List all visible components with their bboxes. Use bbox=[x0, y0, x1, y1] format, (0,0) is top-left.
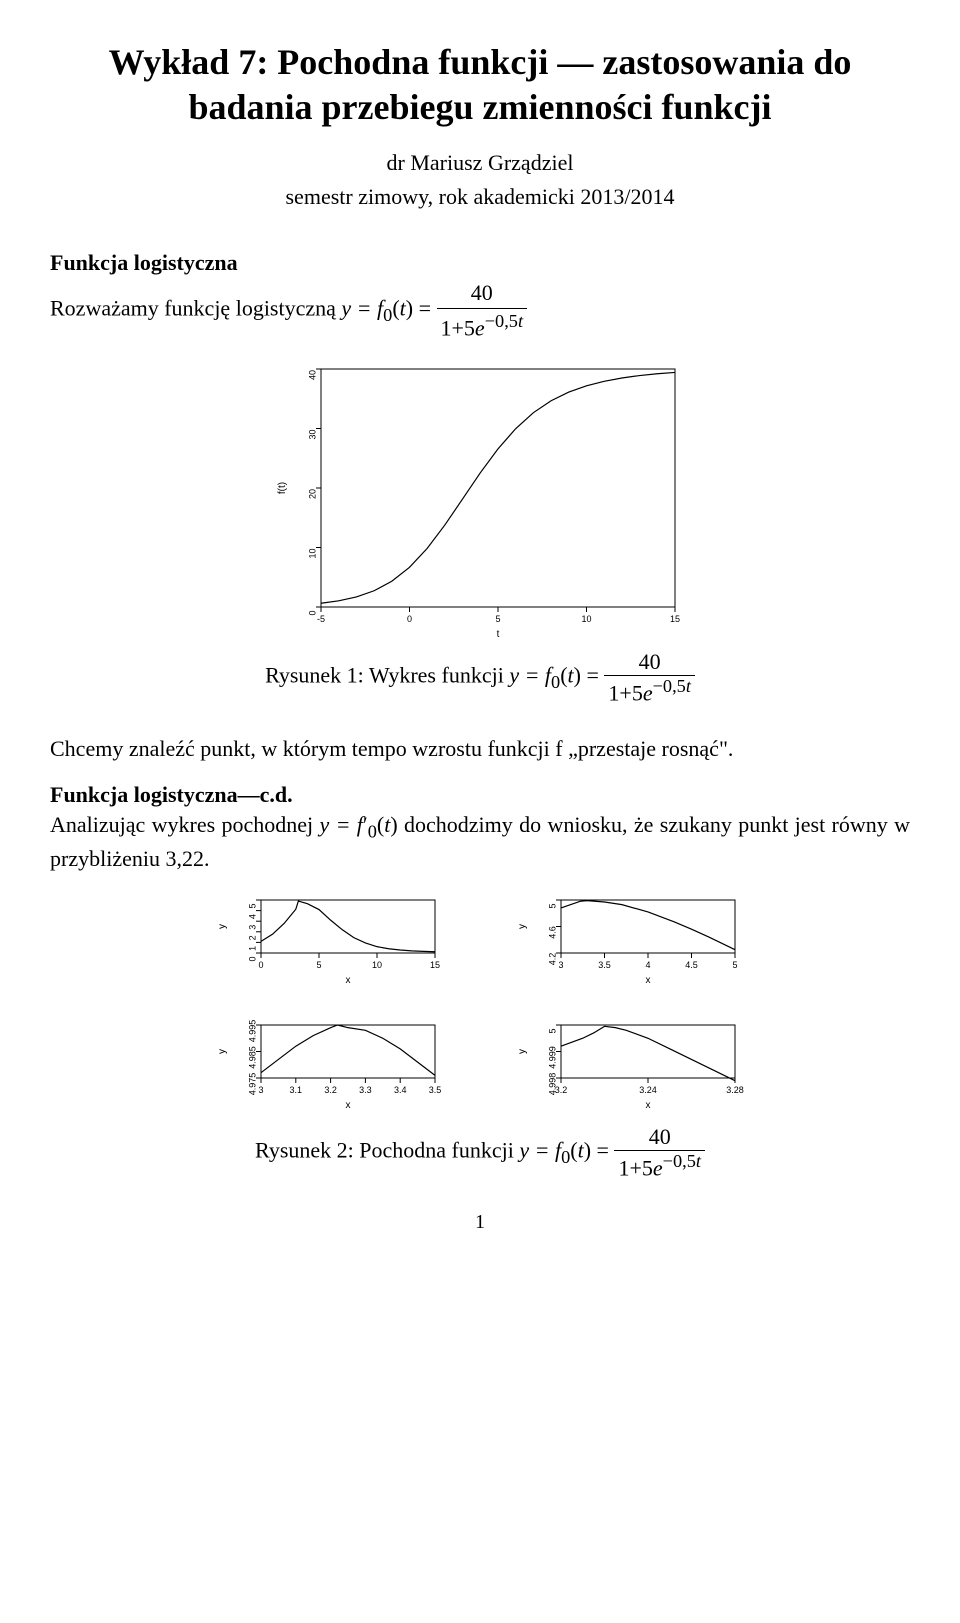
svg-text:4.975: 4.975 bbox=[247, 1072, 257, 1095]
svg-text:5: 5 bbox=[495, 614, 500, 624]
svg-text:3.4: 3.4 bbox=[394, 1085, 407, 1095]
svg-text:3.1: 3.1 bbox=[290, 1085, 303, 1095]
paragraph-2: Chcemy znaleźć punkt, w którym tempo wzr… bbox=[50, 734, 910, 764]
svg-text:5: 5 bbox=[247, 903, 257, 908]
title-line-1: Wykład 7: Pochodna funkcji — zastosowani… bbox=[109, 42, 852, 82]
section-heading-2: Funkcja logistyczna—c.d. bbox=[50, 782, 910, 808]
svg-text:4.999: 4.999 bbox=[547, 1046, 557, 1069]
svg-text:x: x bbox=[346, 1100, 351, 1111]
small-chart-3: 3 3.1 3.2 3.3 3.4 3.5 4.975 4.985 4.995 x y bbox=[215, 1017, 445, 1112]
svg-text:t: t bbox=[497, 629, 500, 640]
svg-text:5: 5 bbox=[547, 903, 557, 908]
svg-text:4.2: 4.2 bbox=[547, 952, 557, 965]
svg-text:3.5: 3.5 bbox=[429, 1085, 442, 1095]
svg-text:4.6: 4.6 bbox=[547, 926, 557, 939]
svg-text:10: 10 bbox=[307, 548, 317, 558]
figure-1-caption: Rysunek 1: Wykres funkcji y = f0(t) = 40… bbox=[50, 649, 910, 706]
svg-text:0: 0 bbox=[258, 960, 263, 970]
svg-text:0: 0 bbox=[247, 956, 257, 961]
svg-text:5: 5 bbox=[732, 960, 737, 970]
svg-text:x: x bbox=[646, 975, 651, 986]
semester: semestr zimowy, rok akademicki 2013/2014 bbox=[50, 184, 910, 210]
svg-text:4.998: 4.998 bbox=[547, 1072, 557, 1095]
svg-text:4.5: 4.5 bbox=[685, 960, 698, 970]
svg-text:0: 0 bbox=[307, 610, 317, 615]
svg-text:15: 15 bbox=[670, 614, 680, 624]
svg-text:4: 4 bbox=[645, 960, 650, 970]
svg-text:y: y bbox=[217, 924, 228, 929]
figure-2-caption: Rysunek 2: Pochodna funkcji y = f0(t) = … bbox=[50, 1124, 910, 1181]
svg-text:3: 3 bbox=[258, 1085, 263, 1095]
svg-text:1: 1 bbox=[247, 945, 257, 950]
svg-text:10: 10 bbox=[581, 614, 591, 624]
svg-text:4.985: 4.985 bbox=[247, 1046, 257, 1069]
svg-text:3.28: 3.28 bbox=[726, 1085, 744, 1095]
svg-text:20: 20 bbox=[307, 489, 317, 499]
svg-text:3.3: 3.3 bbox=[359, 1085, 372, 1095]
svg-text:4: 4 bbox=[247, 914, 257, 919]
svg-text:15: 15 bbox=[430, 960, 440, 970]
svg-text:y: y bbox=[517, 1049, 528, 1054]
author: dr Mariusz Grządziel bbox=[50, 150, 910, 176]
page-title: Wykład 7: Pochodna funkcji — zastosowani… bbox=[50, 40, 910, 130]
svg-text:3.24: 3.24 bbox=[639, 1085, 657, 1095]
svg-text:10: 10 bbox=[372, 960, 382, 970]
svg-text:3: 3 bbox=[558, 960, 563, 970]
svg-text:5: 5 bbox=[316, 960, 321, 970]
svg-text:5: 5 bbox=[547, 1028, 557, 1033]
svg-text:2: 2 bbox=[247, 935, 257, 940]
svg-text:3.5: 3.5 bbox=[598, 960, 611, 970]
small-chart-2: 3 3.5 4 4.5 5 4.2 4.6 5 x y bbox=[515, 892, 745, 987]
small-chart-1: 0 5 10 15 0 1 2 3 4 5 x y bbox=[215, 892, 445, 987]
section-1-text: Rozważamy funkcję logistyczną y = f0(t) … bbox=[50, 278, 910, 343]
svg-text:x: x bbox=[646, 1100, 651, 1111]
svg-text:x: x bbox=[346, 975, 351, 986]
small-chart-4: 3.23.243.284.9984.9995xy bbox=[515, 1017, 745, 1112]
title-line-2: badania przebiegu zmienności funkcji bbox=[188, 87, 771, 127]
svg-text:3: 3 bbox=[247, 924, 257, 929]
section-2-text: Analizując wykres pochodnej y = f′0(t) d… bbox=[50, 810, 910, 874]
svg-text:y: y bbox=[217, 1049, 228, 1054]
svg-text:-5: -5 bbox=[317, 614, 325, 624]
svg-text:y: y bbox=[517, 924, 528, 929]
svg-text:0: 0 bbox=[407, 614, 412, 624]
page-number: 1 bbox=[50, 1211, 910, 1234]
svg-text:4.995: 4.995 bbox=[247, 1019, 257, 1042]
section-heading-1: Funkcja logistyczna bbox=[50, 250, 910, 276]
svg-text:f(t): f(t) bbox=[277, 482, 288, 494]
svg-text:30: 30 bbox=[307, 429, 317, 439]
svg-text:3.2: 3.2 bbox=[324, 1085, 337, 1095]
figure-1-chart: -5051015010203040tf(t) bbox=[275, 361, 685, 641]
svg-text:40: 40 bbox=[307, 370, 317, 380]
